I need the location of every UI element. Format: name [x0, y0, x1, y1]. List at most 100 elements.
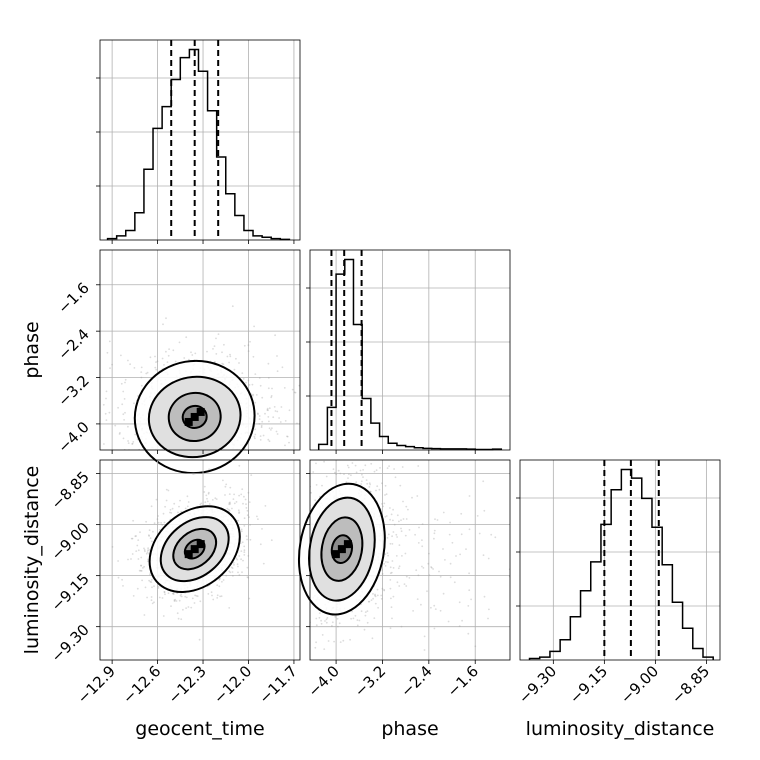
- scatter-point: [148, 529, 151, 532]
- scatter-point: [165, 350, 167, 353]
- scatter-point: [135, 476, 137, 478]
- scatter-point: [296, 422, 298, 425]
- scatter-point: [434, 518, 436, 521]
- scatter-point: [372, 593, 374, 595]
- scatter-point: [257, 518, 259, 520]
- scatter-point: [139, 504, 141, 506]
- scatter-point: [254, 428, 257, 431]
- scatter-point: [171, 592, 174, 595]
- xtick-label-luminosity_distance: −9.30: [515, 662, 560, 707]
- scatter-point: [458, 601, 461, 604]
- scatter-point: [131, 537, 134, 540]
- scatter-point: [401, 555, 403, 557]
- scatter-point: [483, 595, 486, 598]
- scatter-point: [188, 358, 190, 361]
- scatter-point: [198, 638, 201, 641]
- scatter-point: [342, 447, 344, 449]
- scatter-point: [211, 499, 214, 501]
- scatter-point: [315, 484, 318, 486]
- scatter-point: [468, 572, 470, 575]
- scatter-point: [104, 412, 107, 415]
- scatter-point: [120, 354, 122, 357]
- scatter-point: [305, 493, 307, 495]
- scatter-point: [156, 518, 159, 520]
- scatter-point: [374, 594, 376, 597]
- scatter-point: [417, 574, 420, 577]
- scatter-point: [268, 440, 271, 443]
- scatter-point: [289, 600, 291, 602]
- scatter-point: [421, 539, 423, 541]
- xtick-label-geocent_time: −11.7: [256, 662, 301, 707]
- scatter-point: [163, 364, 165, 366]
- scatter-point: [170, 490, 172, 492]
- scatter-point: [147, 558, 150, 561]
- xtick-label-phase: −2.4: [397, 662, 435, 700]
- scatter-point: [264, 476, 266, 478]
- scatter-point: [232, 561, 235, 564]
- scatter-point: [153, 471, 155, 473]
- scatter-point: [346, 464, 349, 467]
- scatter-point: [105, 390, 108, 393]
- scatter-point: [127, 359, 129, 362]
- scatter-point: [260, 424, 263, 427]
- scatter-point: [185, 336, 188, 339]
- scatter-point: [461, 619, 463, 622]
- scatter-point: [297, 536, 299, 538]
- scatter-point: [161, 524, 164, 526]
- scatter-point: [396, 536, 398, 538]
- scatter-point: [396, 514, 399, 517]
- scatter-point: [411, 496, 413, 499]
- scatter-point: [394, 476, 397, 479]
- scatter-point: [398, 585, 401, 587]
- scatter-point: [262, 461, 264, 463]
- scatter-point: [385, 493, 388, 496]
- scatter-point: [588, 593, 590, 595]
- scatter-point: [180, 479, 182, 481]
- scatter-point: [243, 483, 245, 485]
- scatter-point: [286, 571, 288, 573]
- scatter-point: [179, 499, 181, 502]
- scatter-point: [211, 477, 213, 479]
- scatter-point: [150, 599, 153, 602]
- scatter-point: [259, 435, 262, 437]
- scatter-point: [111, 363, 113, 366]
- scatter-point: [245, 507, 248, 509]
- scatter-point: [240, 493, 243, 496]
- scatter-point: [295, 622, 297, 624]
- scatter-point: [141, 579, 144, 582]
- scatter-point: [349, 638, 351, 641]
- scatter-point: [248, 516, 250, 518]
- scatter-point: [142, 456, 144, 458]
- scatter-point: [246, 576, 249, 578]
- scatter-point: [279, 421, 282, 423]
- scatter-point: [360, 483, 363, 485]
- scatter-point: [394, 446, 396, 448]
- scatter-point: [315, 434, 317, 436]
- scatter-point: [268, 420, 270, 423]
- scatter-point: [415, 569, 418, 572]
- scatter-point: [249, 481, 251, 483]
- scatter-point: [357, 397, 359, 399]
- xtick-label-geocent_time: −12.6: [119, 662, 164, 707]
- scatter-point: [355, 471, 358, 474]
- ytick-label-phase: −3.2: [54, 372, 92, 410]
- scatter-point: [148, 534, 150, 537]
- scatter-point: [307, 603, 309, 605]
- scatter-point: [428, 574, 431, 577]
- scatter-point: [295, 560, 297, 562]
- scatter-point: [243, 545, 246, 548]
- scatter-point: [235, 357, 237, 360]
- scatter-point: [386, 537, 389, 539]
- scatter-point: [331, 625, 333, 627]
- scatter-point: [266, 409, 269, 411]
- scatter-point: [247, 576, 250, 579]
- scatter-point: [263, 547, 265, 549]
- scatter-point: [270, 466, 272, 468]
- scatter-point: [278, 417, 280, 419]
- scatter-point: [184, 595, 187, 598]
- scatter-point: [321, 634, 324, 636]
- scatter-point: [217, 333, 220, 335]
- scatter-point: [143, 614, 146, 616]
- scatter-point: [148, 579, 151, 582]
- scatter-point: [186, 505, 189, 508]
